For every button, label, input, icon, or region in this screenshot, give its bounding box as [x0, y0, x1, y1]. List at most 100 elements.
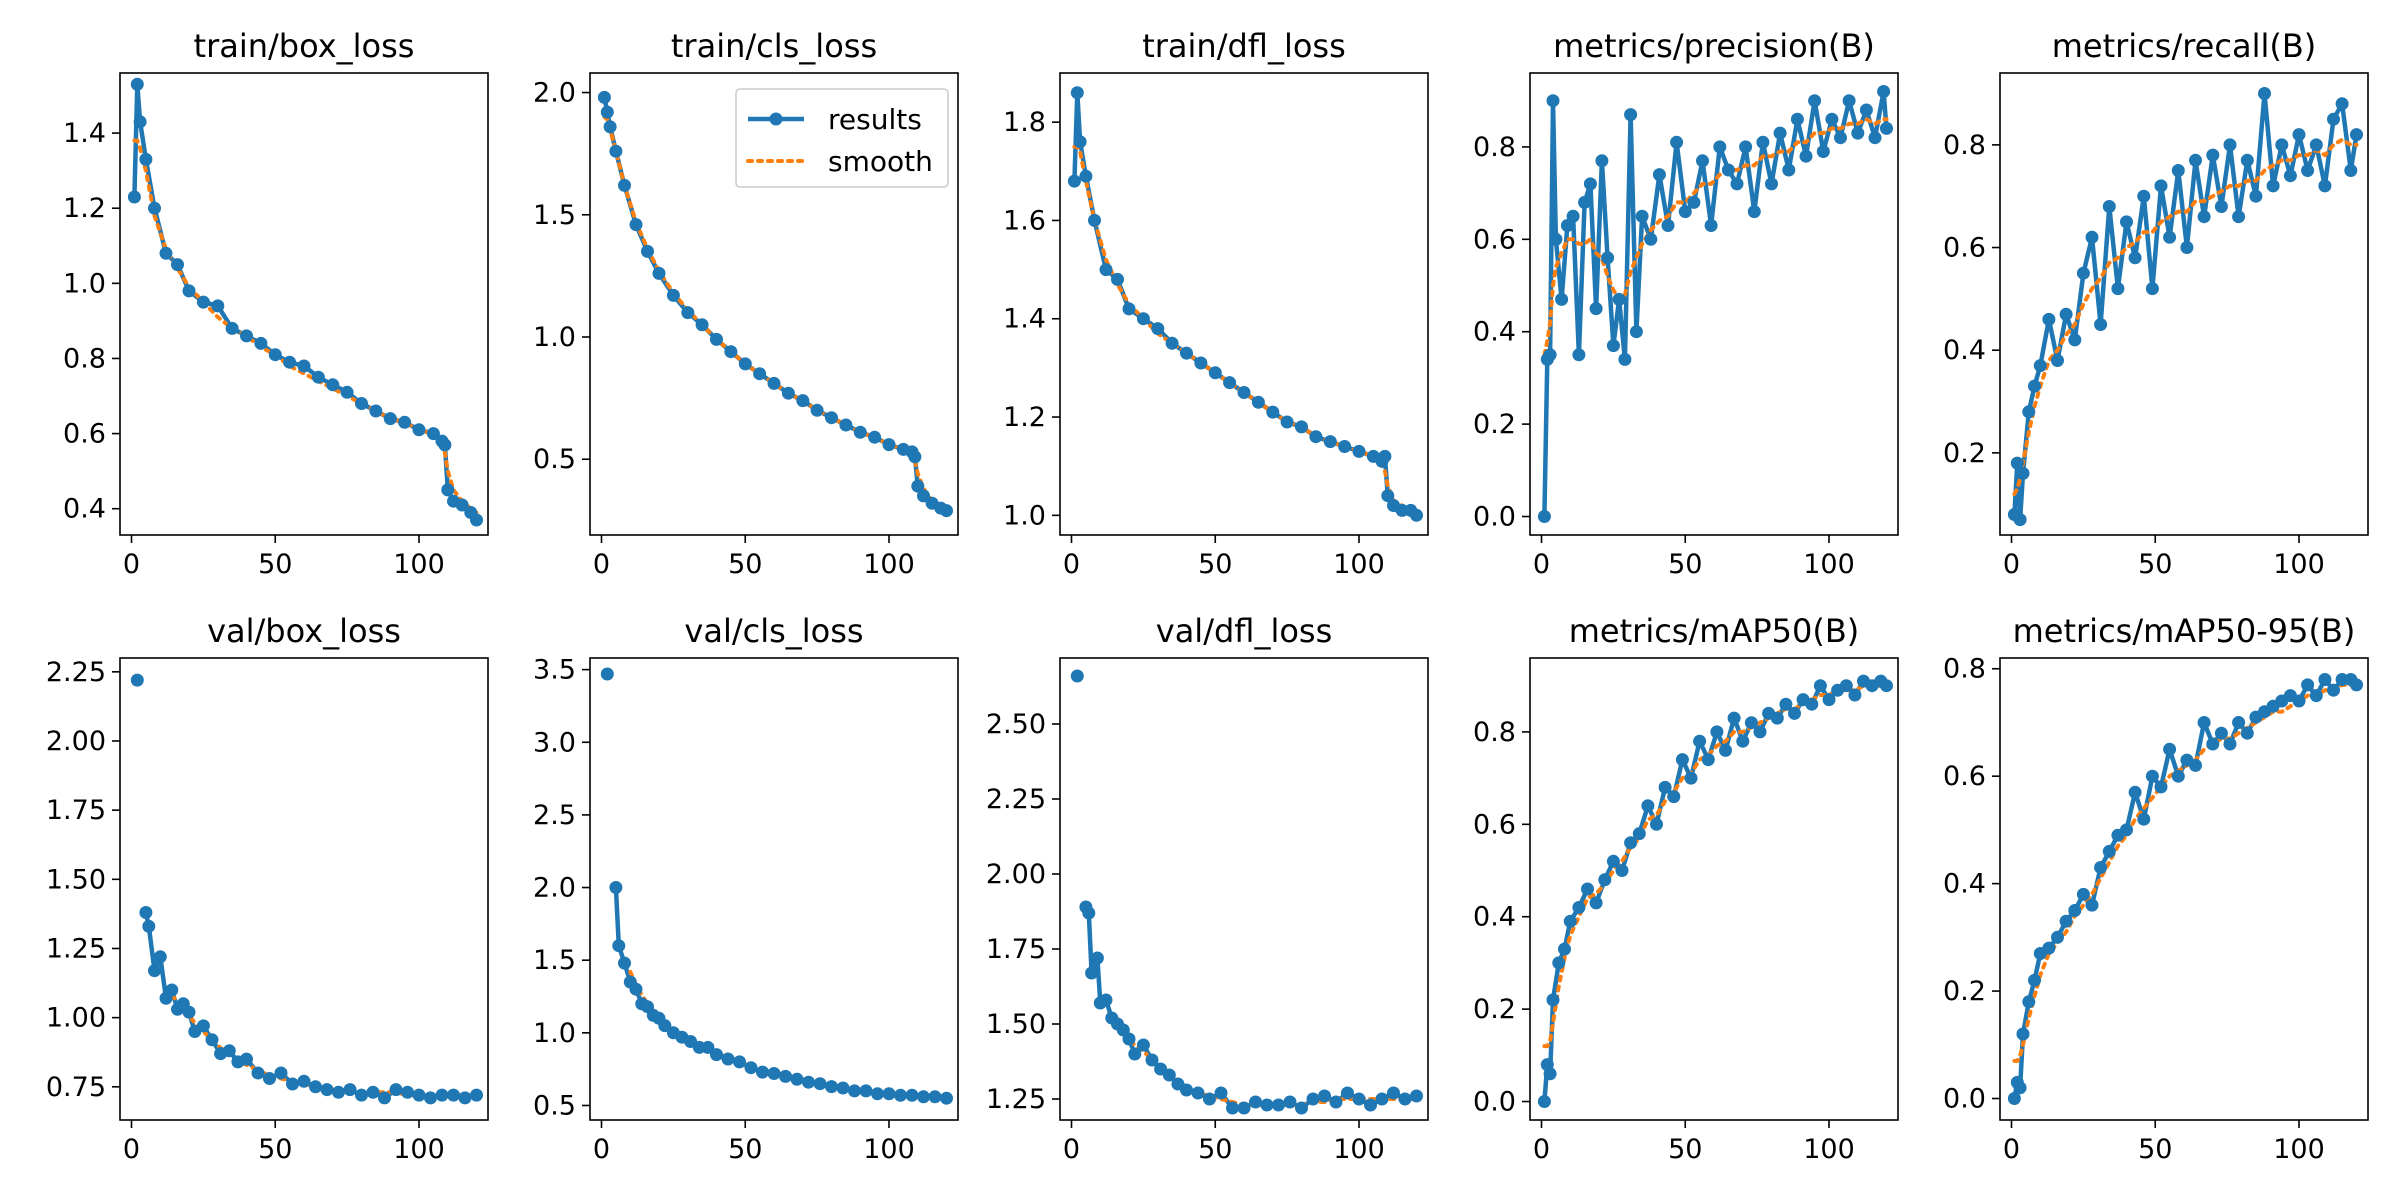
y-tick-label: 0.8: [1473, 132, 1516, 163]
y-tick-label: 1.0: [533, 1018, 576, 1049]
data-point: [148, 201, 161, 215]
data-point: [2223, 737, 2237, 751]
data-point: [1136, 312, 1150, 326]
data-point: [1595, 154, 1609, 168]
data-point: [139, 152, 153, 166]
x-tick-label: 100: [393, 1134, 445, 1165]
y-tick-label: 0.75: [46, 1072, 106, 1103]
data-point: [710, 1048, 723, 1062]
x-tick-label: 0: [123, 1134, 140, 1165]
data-point: [609, 144, 623, 158]
data-point: [2301, 164, 2315, 177]
data-point: [211, 299, 225, 313]
data-point: [283, 355, 297, 369]
chart-title: metrics/precision(B): [1553, 27, 1875, 65]
data-point: [1704, 219, 1718, 232]
data-point: [438, 438, 452, 452]
data-point: [629, 218, 643, 232]
data-point: [908, 450, 922, 464]
y-tick-label: 0.2: [1473, 409, 1516, 440]
plot-frame: [1999, 72, 2369, 536]
data-point: [2102, 200, 2116, 213]
data-point: [2197, 716, 2211, 729]
data-point: [148, 964, 161, 978]
data-point: [1606, 854, 1620, 868]
data-point: [2051, 930, 2064, 944]
data-point: [1537, 510, 1551, 523]
data-point: [1323, 435, 1337, 449]
data-point: [894, 1088, 907, 1102]
chart-panel-5: val/box_loss 0 50 100 0.75 1.00 1.25 1.50 1.75 2.…: [46, 612, 489, 1165]
data-point: [1180, 1083, 1193, 1097]
data-point: [2275, 138, 2289, 152]
x-tick-label: 0: [2003, 1134, 2020, 1165]
y-tick-label: 1.8: [1003, 107, 1046, 138]
y-tick-label: 1.4: [63, 118, 106, 149]
legend: results smooth: [735, 88, 949, 188]
data-point: [441, 483, 455, 497]
x-tick-label: 0: [1063, 549, 1080, 580]
data-point: [139, 906, 153, 919]
data-point: [2059, 307, 2073, 321]
data-point: [600, 105, 614, 119]
data-point: [165, 983, 179, 997]
data-point: [1839, 679, 1853, 693]
x-tick-label: 0: [1063, 1134, 1080, 1165]
data-point: [1249, 1095, 1262, 1109]
data-point: [1661, 219, 1675, 232]
data-point: [2042, 312, 2056, 326]
data-point: [1744, 716, 1758, 730]
data-point: [2163, 230, 2177, 244]
data-point: [1805, 697, 1819, 711]
data-point: [1375, 1092, 1389, 1106]
data-point: [326, 378, 340, 392]
data-point: [710, 332, 723, 346]
x-tick-label: 0: [123, 549, 140, 580]
data-point: [2189, 758, 2202, 772]
plot-frame: [589, 657, 959, 1121]
data-point: [1624, 108, 1638, 122]
data-point: [928, 1090, 942, 1104]
data-point: [1251, 395, 1265, 409]
data-point: [1615, 864, 1629, 877]
data-point: [1589, 896, 1603, 910]
data-point: [1822, 693, 1836, 707]
data-point: [153, 950, 167, 964]
y-tick-label: 1.4: [1003, 304, 1046, 335]
data-point: [1644, 232, 1658, 246]
data-point: [240, 1052, 253, 1066]
data-point: [205, 1033, 219, 1047]
data-point: [426, 427, 440, 441]
data-point: [1825, 112, 1839, 126]
data-point: [1641, 799, 1655, 813]
data-point: [320, 1083, 334, 1097]
chart-panel-4: metrics/recall(B) 0 50 100 0.2 0.4 0.6 0.8: [1943, 27, 2369, 580]
data-point: [721, 1052, 735, 1066]
data-point: [1756, 135, 1770, 149]
data-point: [130, 77, 144, 91]
data-point: [182, 1005, 196, 1019]
data-point: [1834, 131, 1847, 145]
data-point: [2016, 1027, 2030, 1041]
data-point: [836, 1081, 850, 1095]
plot-frame: [119, 72, 489, 536]
data-point: [1684, 771, 1698, 785]
data-point: [171, 258, 184, 272]
data-point: [2232, 210, 2246, 224]
data-point: [2013, 513, 2027, 527]
data-point: [618, 956, 631, 970]
data-point: [2327, 683, 2340, 697]
data-point: [2033, 359, 2047, 373]
data-point: [2318, 673, 2332, 686]
y-tick-label: 2.5: [533, 800, 576, 831]
data-point: [1537, 1095, 1551, 1108]
y-tick-label: 1.25: [986, 1084, 1046, 1115]
data-point: [2301, 678, 2315, 692]
data-point: [1208, 366, 1222, 380]
data-point: [2128, 785, 2142, 799]
results-line: [1542, 678, 1888, 1102]
data-point: [2327, 112, 2340, 126]
data-point: [917, 489, 930, 503]
legend-results-label: results: [828, 103, 922, 136]
